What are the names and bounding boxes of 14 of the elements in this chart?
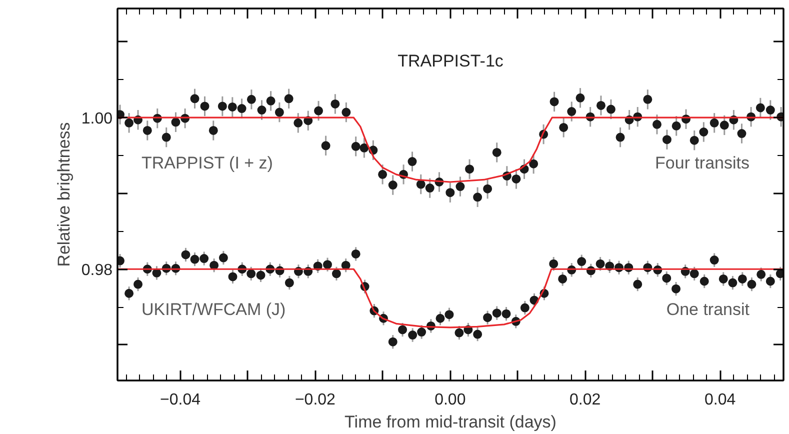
x-axis-title: Time from mid-transit (days): [344, 412, 556, 432]
x-tick-label: 0.00: [434, 392, 466, 408]
series-label: UKIRT/WFCAM (J): [142, 300, 286, 319]
annotation: Four transits: [655, 154, 750, 173]
text: TRAPPIST-1c: [398, 52, 504, 70]
y-tick-label: 1.00: [81, 110, 113, 128]
x-tick-label: −0.04: [160, 392, 201, 408]
x-tick-label: 0.04: [704, 392, 736, 408]
x-tick-label: 0.02: [570, 392, 601, 408]
y-axis-title: Relative brightness: [54, 122, 74, 267]
annotation: One transit: [666, 300, 750, 319]
x-tick-label: −0.02: [294, 392, 336, 408]
series-label: TRAPPIST (I + z): [142, 154, 273, 173]
y-tick-label: 0.98: [81, 262, 113, 280]
